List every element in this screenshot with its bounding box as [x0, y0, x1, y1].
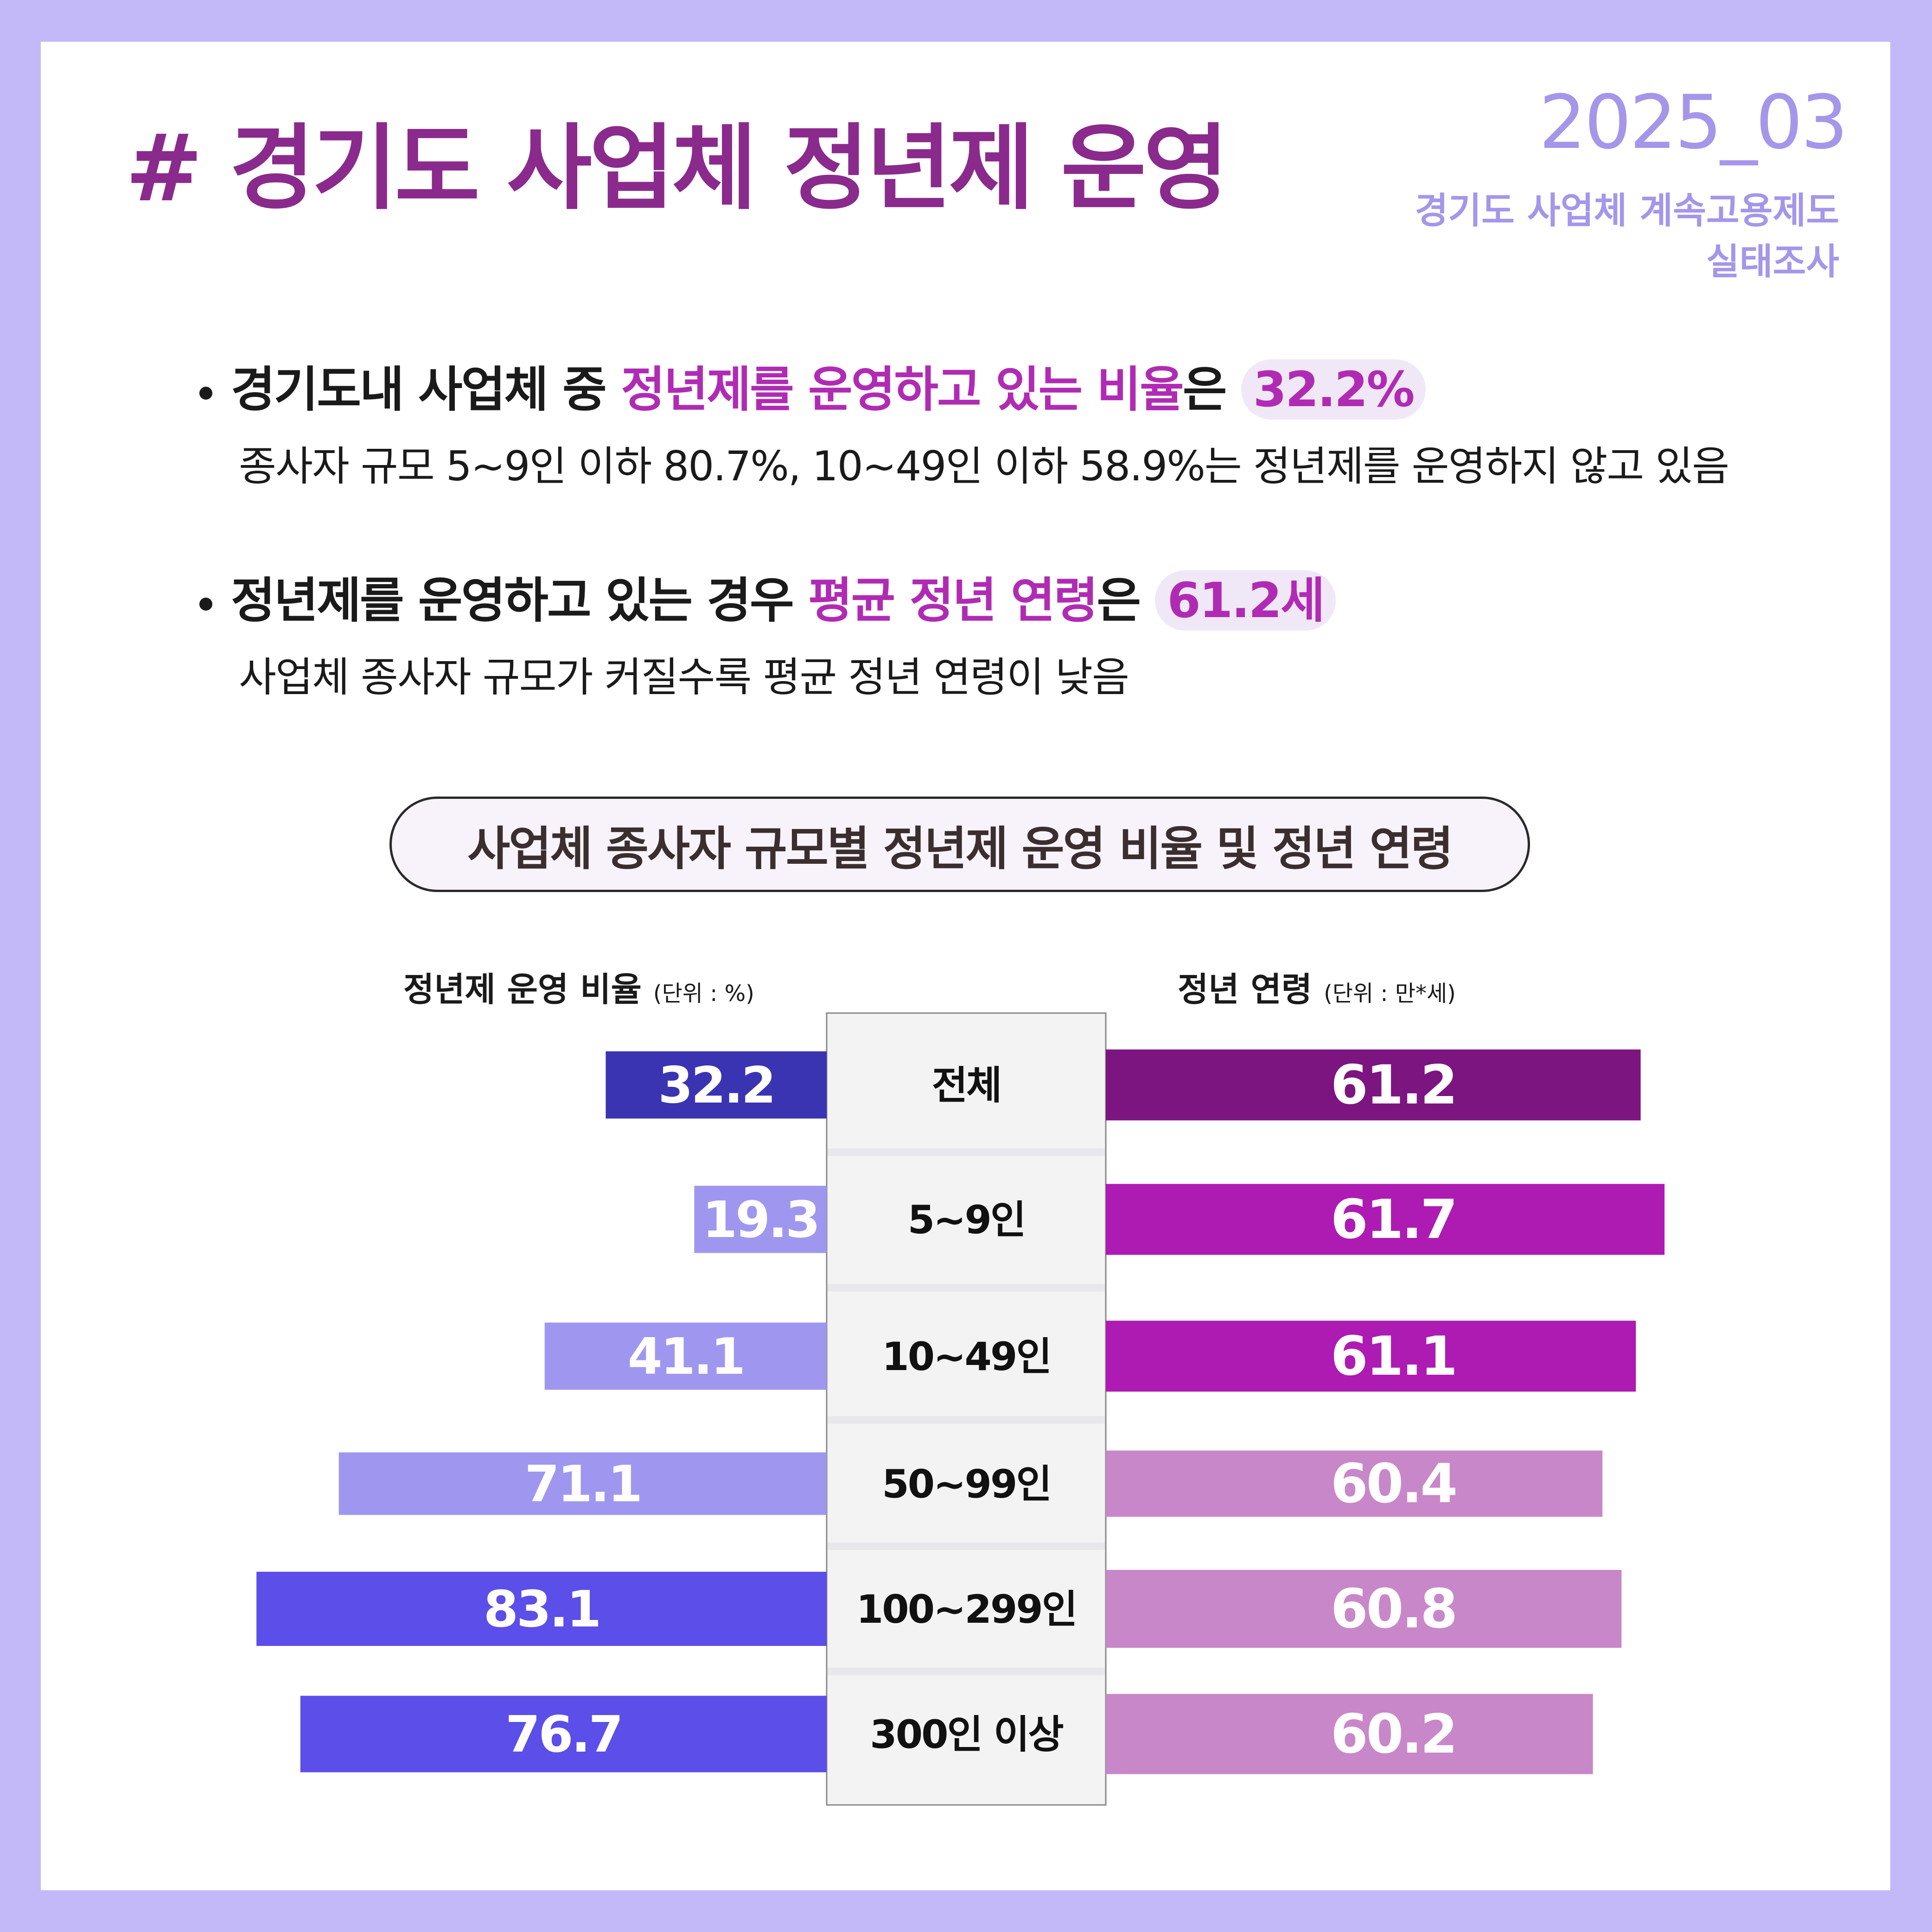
right-axis-title: 정년 연령	[1178, 970, 1313, 1009]
ratio-bar	[606, 1051, 827, 1119]
ratio-value-label: 71.1	[525, 1455, 641, 1513]
bullet-1-pre: 경기도내 사업체 중	[231, 361, 621, 418]
age-value-label: 60.2	[1331, 1703, 1456, 1766]
bullet-dot	[199, 386, 212, 400]
category-label: 100~299인	[856, 1587, 1076, 1632]
age-value-label: 61.1	[1331, 1325, 1456, 1388]
category-label: 50~99인	[882, 1461, 1050, 1507]
ratio-bar	[256, 1572, 827, 1646]
right-axis-unit: (단위 : 만*세)	[1324, 981, 1456, 1007]
row-divider	[828, 1284, 1105, 1292]
left-axis-title: 정년제 운영 비율	[403, 970, 642, 1009]
category-label: 300인 이상	[870, 1712, 1063, 1757]
ratio-value-label: 32.2	[658, 1057, 774, 1115]
source-line-1: 경기도 사업체 계속고용제도	[1415, 190, 1839, 232]
ratio-bar	[544, 1322, 827, 1390]
bullet-2-sub: 사업체 종사자 규모가 커질수록 평균 정년 연령이 낮음	[239, 653, 1129, 701]
bullet-1-sub: 종사자 규모 5~9인 이하 80.7%, 10~49인 이하 58.9%는 정…	[239, 442, 1729, 490]
age-value-label: 60.8	[1331, 1578, 1456, 1640]
bullet-1-highlight: 정년제를 운영하고 있는 비율	[621, 361, 1184, 418]
age-bar	[1106, 1450, 1603, 1517]
right-axis-label: 정년 연령 (단위 : 만*세)	[1178, 962, 1456, 1011]
bullet-1: 경기도내 사업체 중 정년제를 운영하고 있는 비율은 32.2%	[199, 350, 1426, 420]
category-label: 10~49인	[882, 1334, 1050, 1379]
bullet-2: 정년제를 운영하고 있는 경우 평균 정년 연령은 61.2세	[199, 561, 1336, 631]
left-axis-unit: (단위 : %)	[653, 981, 754, 1007]
ratio-bar	[694, 1186, 827, 1253]
bullet-dot	[199, 597, 212, 611]
category-column	[826, 1012, 1107, 1806]
bullet-2-post: 은	[1097, 572, 1155, 629]
report-date: 2025_03	[1539, 79, 1848, 166]
left-axis-label: 정년제 운영 비율 (단위 : %)	[403, 962, 754, 1011]
ratio-value-label: 76.7	[505, 1706, 621, 1764]
bullet-1-post: 은	[1182, 361, 1241, 418]
bullet-2-value: 61.2세	[1155, 570, 1336, 631]
source-line-2: 실태조사	[1706, 241, 1839, 283]
ratio-bar	[300, 1696, 827, 1773]
category-label: 전체	[932, 1063, 1001, 1108]
bullet-1-value: 32.2%	[1241, 359, 1426, 420]
age-value-label: 61.7	[1331, 1188, 1456, 1251]
age-value-label: 60.4	[1331, 1453, 1456, 1515]
age-bar	[1106, 1320, 1636, 1392]
chart-title: 사업체 종사자 규모별 정년제 운영 비율 및 정년 연령	[389, 797, 1530, 892]
age-bar	[1106, 1570, 1622, 1648]
bullet-2-pre: 정년제를 운영하고 있는 경우	[231, 572, 808, 629]
page-title: # 경기도 사업체 정년제 운영	[125, 115, 1229, 223]
ratio-value-label: 83.1	[484, 1581, 599, 1639]
ratio-bar	[338, 1452, 827, 1515]
ratio-value-label: 19.3	[702, 1191, 818, 1249]
report-source: 경기도 사업체 계속고용제도 실태조사	[1237, 185, 1839, 287]
row-divider	[828, 1668, 1105, 1675]
row-divider	[828, 1416, 1105, 1424]
ratio-value-label: 41.1	[628, 1328, 744, 1386]
row-divider	[828, 1543, 1105, 1550]
age-bar	[1106, 1694, 1593, 1774]
row-divider	[828, 1148, 1105, 1156]
age-bar	[1106, 1184, 1665, 1255]
age-value-label: 61.2	[1331, 1054, 1456, 1116]
bullet-2-highlight: 평균 정년 연령	[808, 572, 1098, 629]
category-label: 5~9인	[908, 1197, 1025, 1243]
age-bar	[1106, 1049, 1641, 1121]
